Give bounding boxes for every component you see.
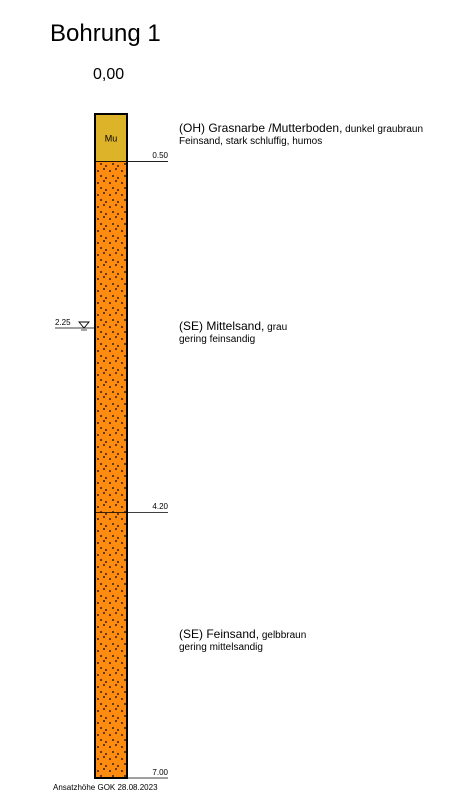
layer-description: (SE) Feinsand, gelbbraun gering mittelsan… [179, 628, 306, 654]
soil-detail: Feinsand, stark schluffig, humos [179, 136, 323, 147]
elevation-label: 0,00 [93, 66, 125, 83]
page-title: Bohrung 1 [50, 20, 161, 47]
sand-dot-pattern [95, 161, 127, 513]
soil-color: dunkel graubraun [342, 124, 424, 135]
groundwater-triangle-icon [78, 321, 90, 329]
layer-2 [95, 161, 127, 513]
layer-fill [95, 114, 127, 162]
soil-color: grau [264, 322, 288, 333]
soil-name: (SE) Feinsand, [179, 627, 260, 641]
groundwater-depth-label: 2.25 [55, 318, 71, 327]
layer-code: Mu [105, 134, 118, 144]
layer-1: Mu [95, 114, 127, 162]
layer-description-main: (SE) Feinsand, gelbbraun [179, 628, 306, 642]
depth-label: 4.20 [152, 502, 168, 512]
groundwater-marker [55, 321, 95, 331]
depth-label: 7.00 [152, 768, 168, 777]
layer-description: (SE) Mittelsand, grau gering feinsandig [179, 320, 287, 346]
layer-description-main: (SE) Mittelsand, grau [179, 320, 287, 334]
depth-label: 0.50 [152, 151, 168, 161]
soil-name: (SE) Mittelsand, [179, 319, 265, 333]
soil-color: gelbbraun [259, 630, 307, 641]
layer-description-main: (OH) Grasnarbe /Mutterboden, dunkel grau… [179, 122, 423, 136]
soil-detail: gering feinsandig [179, 334, 256, 345]
layer-description: (OH) Grasnarbe /Mutterboden, dunkel grau… [179, 122, 423, 148]
layer-3 [95, 512, 127, 778]
soil-detail: gering mittelsandig [179, 642, 263, 653]
footer-note: Ansatzhöhe GOK 28.08.2023 [53, 783, 158, 792]
sand-dot-pattern [95, 512, 127, 778]
soil-name: (OH) Grasnarbe /Mutterboden, [179, 121, 343, 135]
